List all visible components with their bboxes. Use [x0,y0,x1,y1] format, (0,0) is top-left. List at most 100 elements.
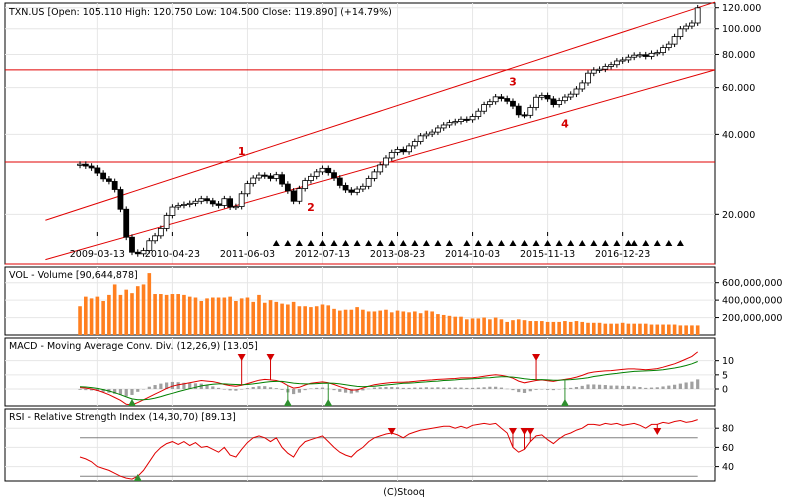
macd-histogram-bar [511,389,515,391]
volume-bar [303,306,307,335]
signal-triangle-marker [624,240,632,246]
candle-body [308,175,314,181]
volume-y-tick-label: 200,000,000 [722,313,782,324]
signal-triangle-marker [434,240,442,246]
candle-body [331,172,337,179]
volume-y-ticks: 600,000,000 400,000,000 200,000,000 [715,278,782,324]
rsi-sell-marker [520,428,529,435]
candle-body [429,131,436,135]
rsi-buy-marker [133,474,142,481]
candle-body [671,36,678,45]
candle-body [365,178,372,187]
volume-bar [337,310,342,335]
candle-body [342,185,349,191]
macd-histogram-bar [395,387,400,389]
candle-body [302,180,309,189]
macd-histogram-bar [153,385,157,389]
macd-histogram-bar [557,389,561,390]
wave-label-1: 1 [238,145,246,158]
candle-body [296,188,303,202]
price-signals [272,240,684,246]
volume-bar [401,311,406,335]
signal-triangle-marker [388,240,396,246]
rsi-line [79,419,698,480]
volume-y-tick-label: 600,000,000 [722,278,782,289]
candle-body [371,171,378,179]
volume-bar [147,273,152,335]
volume-bar [309,307,313,335]
price-x-tick-label: 2010-04-23 [145,249,200,260]
candle-body [284,183,291,192]
macd-histogram-bar [338,389,342,392]
volume-bar [361,309,365,335]
macd-panel: 10 5 0 MACD - Moving Average Conv. Div. (1… [4,337,734,407]
macd-histogram-bar [424,387,428,389]
macd-histogram-bar [222,389,226,390]
macd-y-tick-label: 0 [722,385,728,396]
candle-body [694,7,701,24]
volume-bar [228,296,232,335]
price-x-tick-label: 2014-10-03 [445,249,500,260]
volume-bar [626,323,631,335]
macd-y-tick-label: 10 [722,356,734,367]
candle-body [256,174,262,179]
candle-body [400,149,407,153]
macd-histogram-bar [124,389,128,397]
volume-bar [343,309,348,335]
candle-body [423,133,430,137]
macd-histogram-bar [205,385,209,389]
signal-triangle-marker [555,240,563,246]
macd-histogram-bar [292,389,296,395]
candle-body [290,190,297,202]
signal-triangle-marker [676,240,684,246]
macd-histogram-bar [638,387,642,389]
candle-body [348,189,355,193]
macd-histogram-bar [494,386,498,389]
macd-histogram-bar [540,389,544,390]
volume-bar [286,304,290,335]
volume-bar [591,322,596,335]
macd-histogram-bar [309,388,313,389]
signal-triangle-marker [578,240,586,246]
macd-histogram-bar [655,387,659,389]
volume-bar [251,301,256,335]
candle-body [129,236,135,253]
volume-bar [101,301,105,335]
rsi-sell-marker [526,428,535,435]
macd-grid [5,338,715,406]
macd-histogram-bar [621,385,625,389]
candle-body [134,251,141,255]
candle-body [625,56,632,61]
volume-bar [170,294,175,335]
rsi-sell-marker [387,428,396,435]
macd-histogram-bar [569,387,573,389]
candle-body [279,174,285,185]
trend-channel-line [45,1,716,221]
volume-bar [655,324,660,335]
candle-body [417,135,424,142]
macd-histogram-bar [315,387,319,389]
volume-bar [159,294,163,335]
volume-bar [482,317,486,335]
candle-body [354,188,361,193]
volume-bar [516,319,521,335]
rsi-y-tick-label: 60 [722,443,734,454]
candle-body [377,164,384,173]
volume-panel: 600,000,000 400,000,000 200,000,000 VOL - … [4,266,782,336]
volume-bar [199,301,204,335]
signal-triangle-marker [653,240,661,246]
price-y-tick-label: 120.000 [722,3,761,14]
volume-bar [453,316,458,335]
volume-bar [476,318,481,335]
candle-body [521,114,528,117]
candle-body [648,52,655,57]
volume-bar [557,321,561,335]
macd-histogram-bar [303,389,307,391]
signal-triangle-marker [474,240,482,246]
macd-sell-marker [532,354,541,361]
macd-histogram-bar [447,387,452,389]
volume-bar [268,300,273,335]
macd-histogram-bar [378,387,382,389]
volume-panel-title: VOL - Volume [90,644,878] [9,270,138,281]
candle-body [388,152,395,159]
